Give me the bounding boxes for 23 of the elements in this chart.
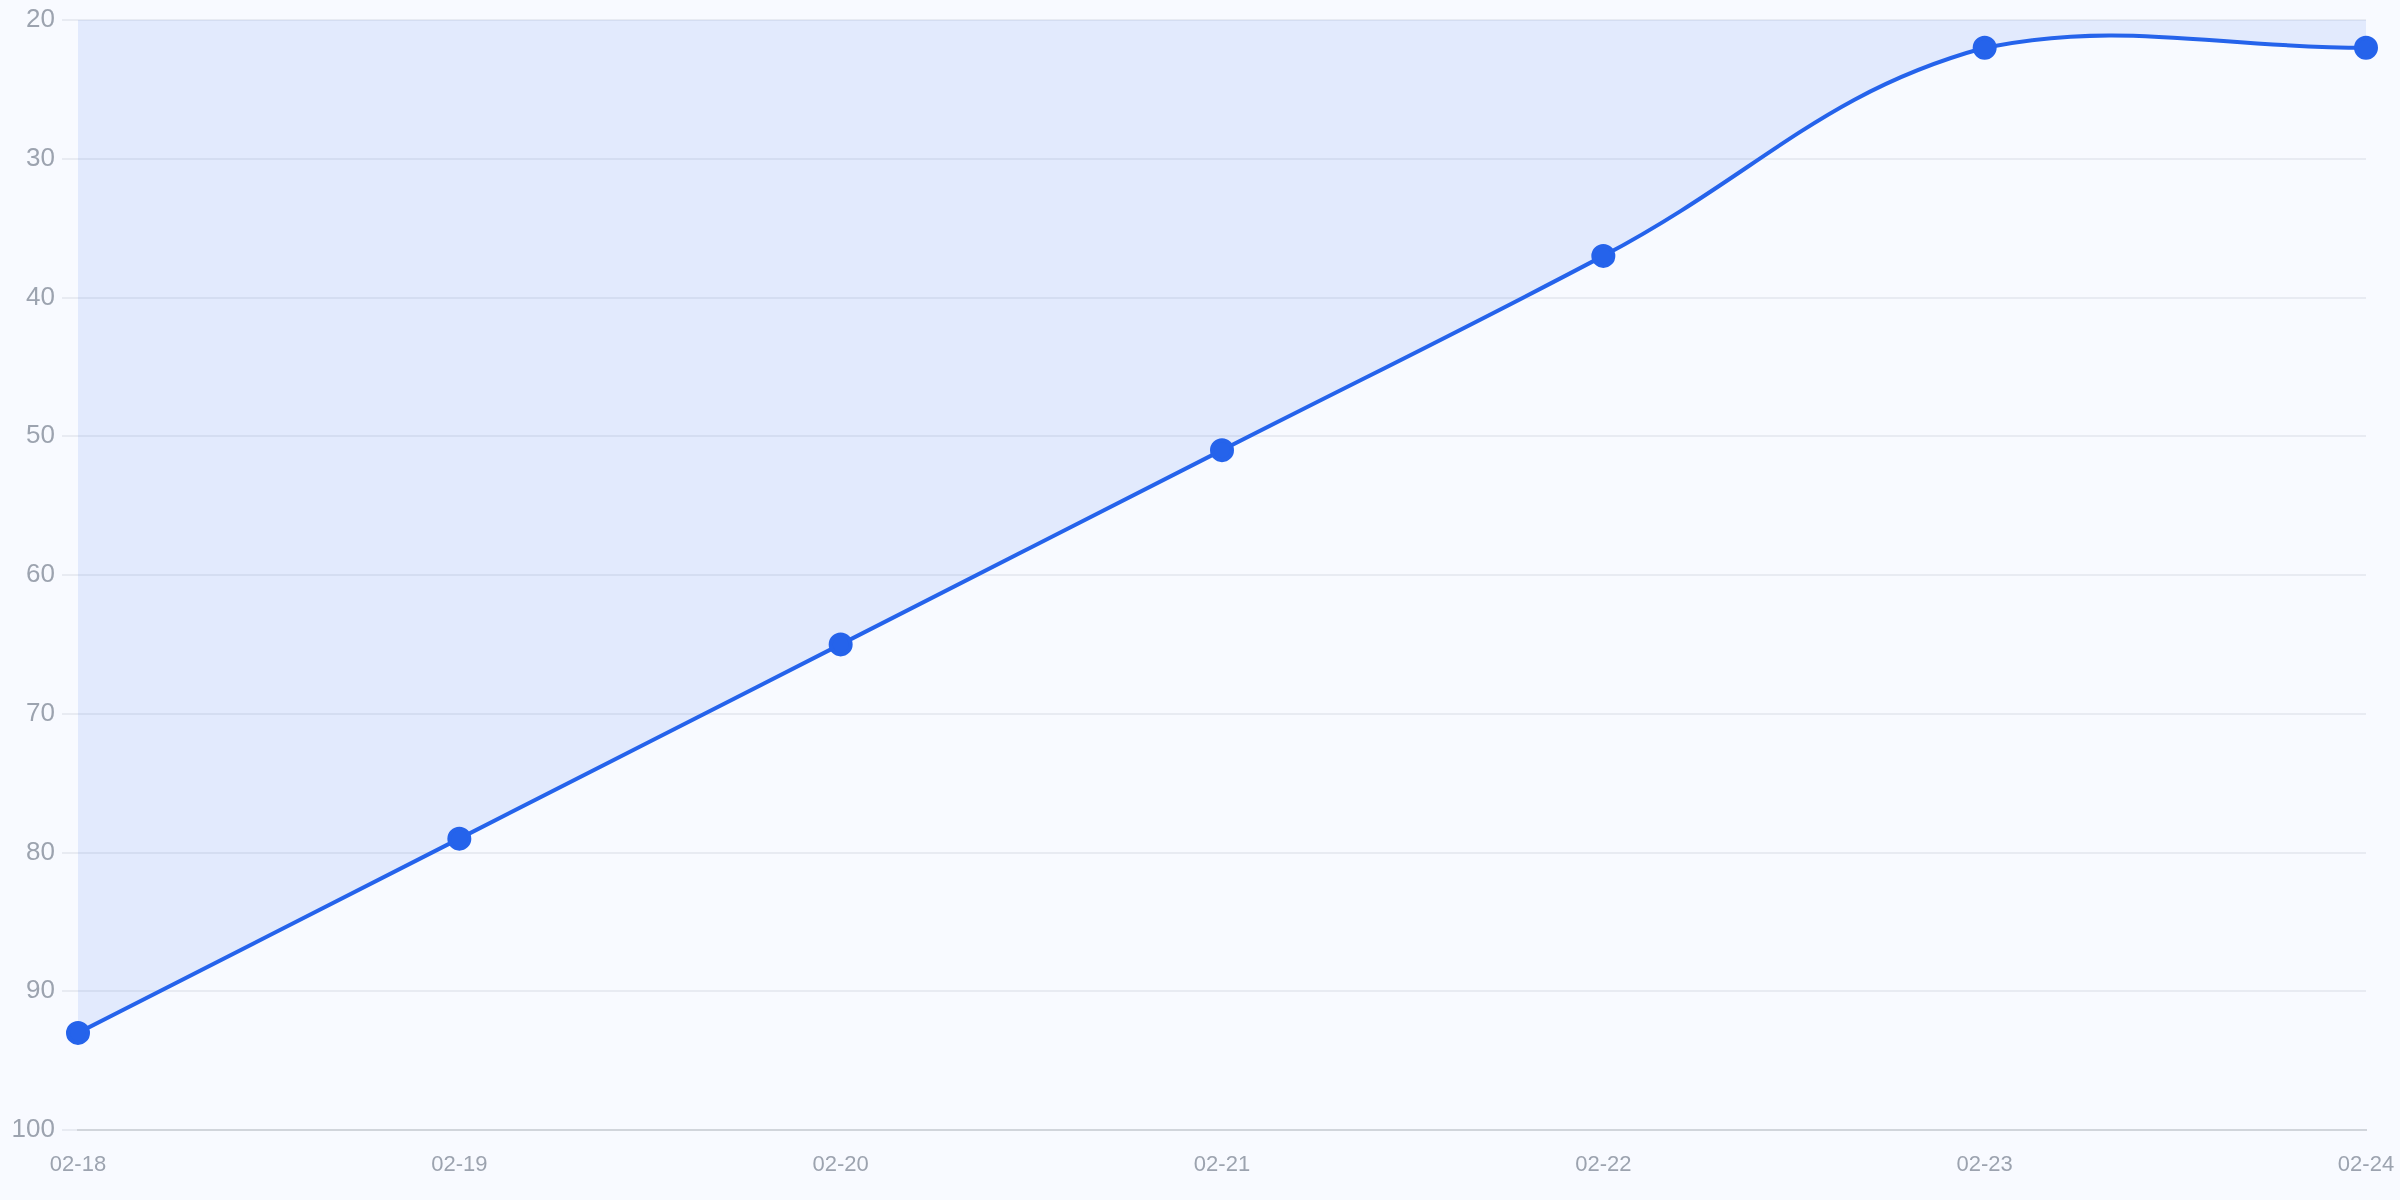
y-tick-label: 80 [26, 835, 55, 866]
y-tick-label: 50 [26, 419, 55, 450]
y-tick-label: 90 [26, 974, 55, 1005]
point [1591, 243, 1616, 268]
point [828, 632, 853, 657]
x-tick-label: 02-18 [49, 1151, 107, 1177]
y-tick-label: 20 [26, 3, 55, 34]
y-tick-label: 100 [11, 1113, 55, 1144]
x-tick-label: 02-24 [2337, 1151, 2395, 1177]
point [1972, 35, 1997, 60]
y-tick-label: 30 [26, 141, 55, 172]
point [2354, 35, 2378, 60]
x-tick-label: 02-21 [1193, 1151, 1251, 1177]
point [1210, 438, 1234, 463]
y-tick-label: 60 [26, 558, 55, 589]
y-tick-label: 70 [26, 696, 55, 727]
x-tick-label: 02-19 [431, 1151, 488, 1177]
x-tick-label: 02-20 [812, 1151, 869, 1177]
point [66, 1020, 90, 1045]
point [447, 826, 472, 851]
y-tick-label: 40 [26, 280, 55, 311]
x-tick-label: 02-22 [1575, 1151, 1632, 1177]
x-tick-label: 02-23 [1956, 1151, 2013, 1177]
